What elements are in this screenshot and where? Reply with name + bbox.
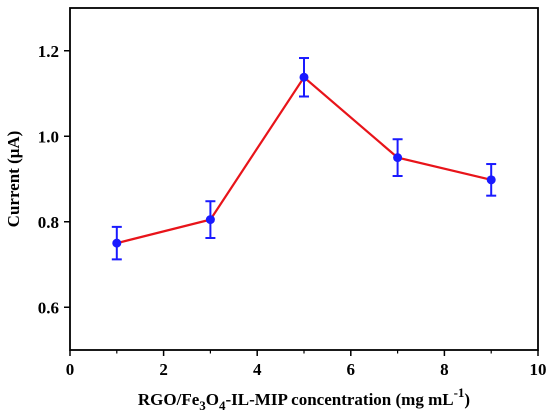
x-tick-label: 10 <box>530 360 547 379</box>
y-axis-ticks: 0.6 0.8 1.0 1.2 <box>38 42 70 317</box>
x-tick-label: 2 <box>159 360 168 379</box>
data-point <box>299 72 309 82</box>
y-axis-title: Current (μA) <box>4 131 23 228</box>
x-tick-label: 8 <box>440 360 449 379</box>
data-point <box>393 153 403 163</box>
series-line <box>116 75 492 245</box>
y-tick-label: 1.0 <box>38 127 59 146</box>
data-point <box>486 175 496 185</box>
x-tick-label: 6 <box>347 360 356 379</box>
x-tick-label: 4 <box>253 360 262 379</box>
y-tick-label: 1.2 <box>38 42 59 61</box>
x-axis-ticks: 0 2 4 6 8 10 <box>66 350 547 379</box>
data-layer <box>111 57 497 261</box>
x-tick-label: 0 <box>66 360 75 379</box>
data-point <box>205 215 215 225</box>
y-tick-label: 0.6 <box>38 298 59 317</box>
x-axis-title: RGO/Fe3O4-IL-MIP concentration (mg mL-1) <box>138 385 470 413</box>
y-tick-label: 0.8 <box>38 213 59 232</box>
data-point <box>112 238 122 248</box>
